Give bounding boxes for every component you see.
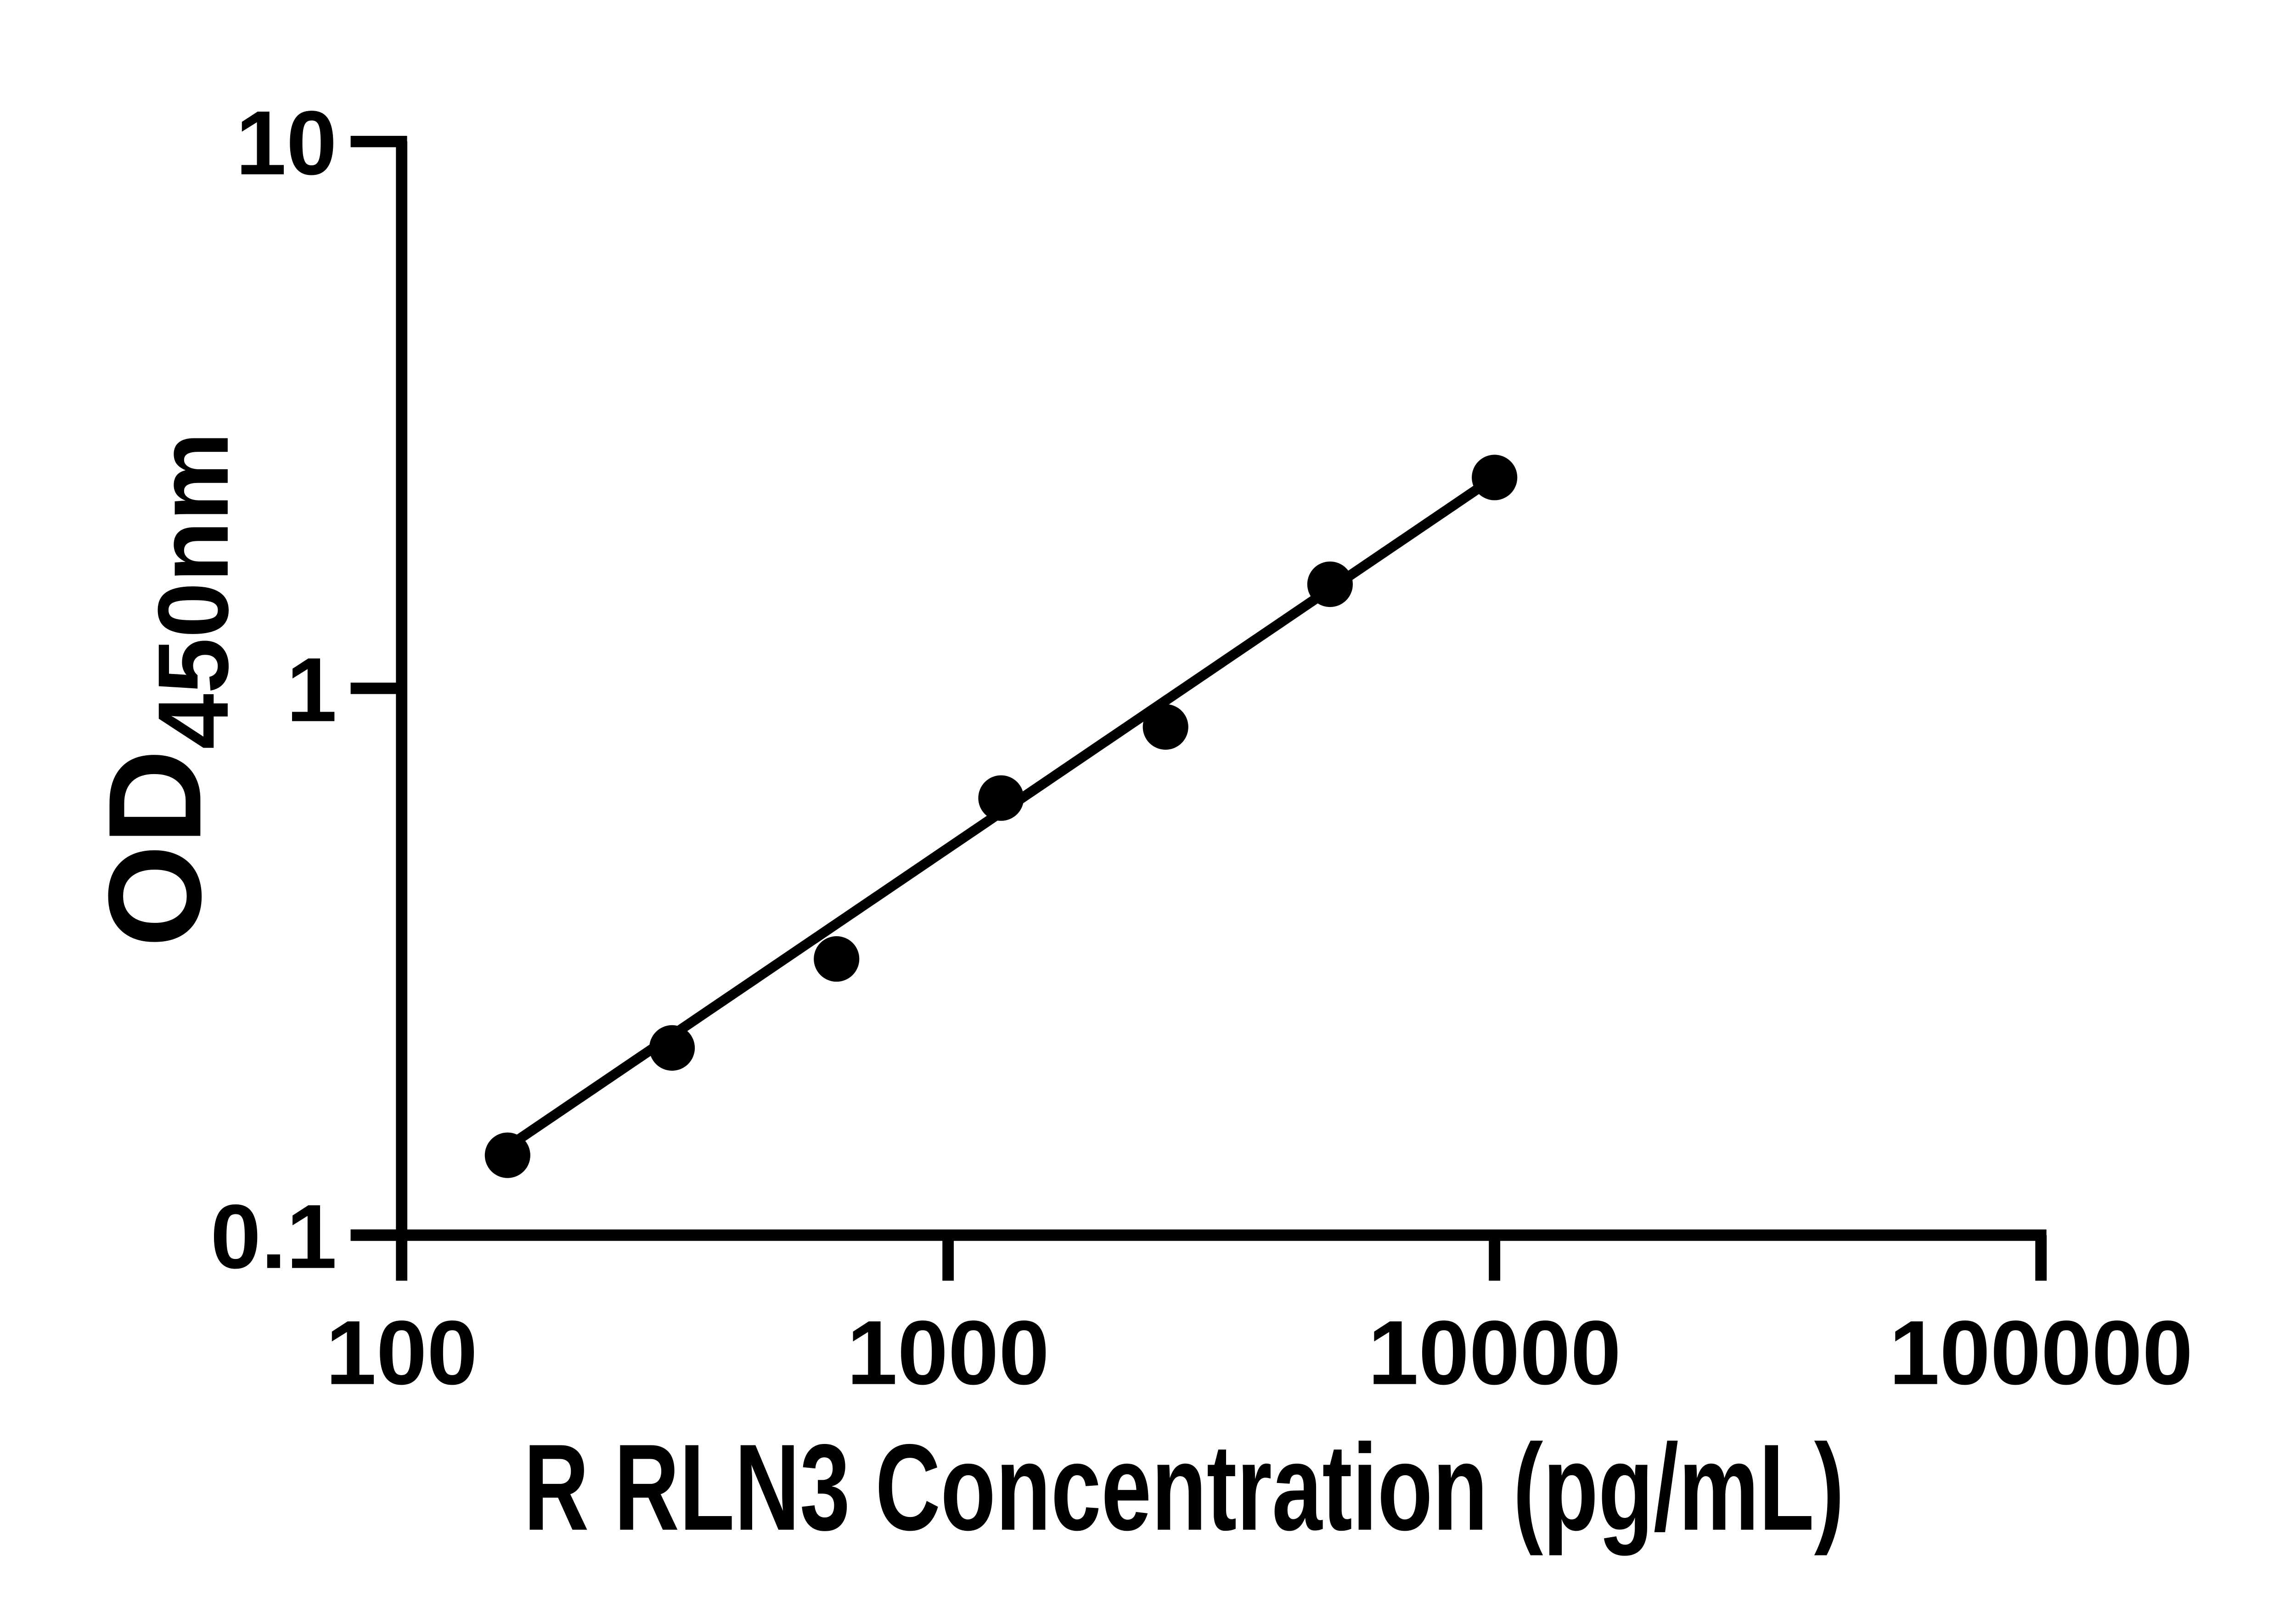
y-axis-title: OD450nm xyxy=(81,432,249,948)
plot-axes xyxy=(350,135,2047,1281)
x-tick-label: 100000 xyxy=(1889,1302,2193,1404)
data-point xyxy=(1307,561,1353,607)
data-point xyxy=(1472,455,1518,500)
data-point xyxy=(484,1132,530,1178)
y-axis-title-subscript: 450nm xyxy=(138,432,249,749)
data-point xyxy=(1142,704,1188,750)
data-point xyxy=(649,1025,695,1071)
data-point xyxy=(814,936,860,982)
tick-labels: 10 1 0.1 100 1000 10000 100000 xyxy=(210,92,2193,1404)
x-tick-label: 100 xyxy=(326,1302,478,1404)
y-tick-label: 1 xyxy=(287,639,337,741)
y-tick-label: 0.1 xyxy=(210,1186,337,1288)
x-axis-title: R RLN3 Concentration (pg/mL) xyxy=(523,1419,1844,1557)
y-tick-label: 10 xyxy=(236,92,337,194)
y-axis-title-main: OD xyxy=(81,749,228,947)
x-tick-label: 1000 xyxy=(847,1302,1049,1404)
x-tick-label: 10000 xyxy=(1368,1302,1621,1404)
data-points xyxy=(484,455,1518,1178)
data-point xyxy=(978,775,1024,821)
